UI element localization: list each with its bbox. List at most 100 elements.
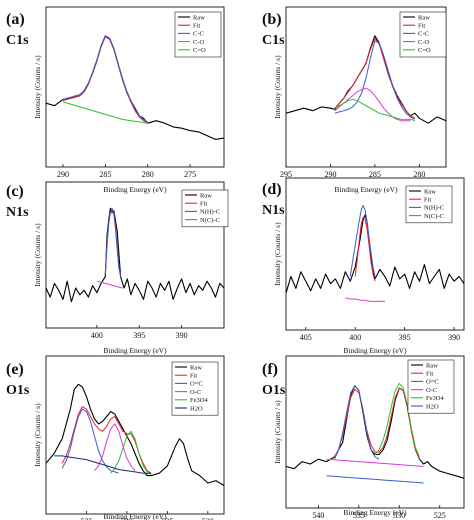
x-tick-label: 390: [176, 331, 188, 340]
x-axis-label: Binding Energy (eV): [343, 346, 407, 355]
series-line-fe3o4: [374, 382, 420, 458]
legend-entry: H2O: [190, 405, 203, 412]
x-tick-label: 525: [434, 511, 446, 520]
x-tick-label: 530: [121, 517, 133, 520]
series-line-c-c: [334, 40, 416, 120]
series-line-c-o: [62, 101, 148, 124]
legend-entry: C=O: [418, 47, 431, 54]
core-level-label: O1s: [6, 383, 30, 398]
x-tick-label: 295: [280, 170, 292, 179]
panel-d: 405 400 395 390 Binding Energy (eV) Intensity…: [262, 177, 465, 355]
x-axis-label: Binding Energy (eV): [343, 508, 407, 517]
plot-frame: [285, 177, 465, 331]
x-axis-label: Binding Energy (eV): [103, 185, 167, 194]
core-level-label: N1s: [262, 203, 285, 218]
series-line-n-h-c: [104, 207, 122, 277]
legend-entry: O=C: [190, 381, 203, 388]
legend-entry: Raw: [426, 362, 438, 369]
series-line-o-c: [61, 408, 119, 474]
x-tick-label: 535: [80, 517, 92, 520]
x-axis-label: Binding Energy (eV): [103, 512, 167, 520]
panel-label: (d): [262, 181, 282, 198]
y-axis-label: Intensity (Counts / s): [33, 403, 42, 467]
panel-label: (f): [262, 361, 278, 378]
legend-entry: C=O: [193, 47, 206, 54]
x-tick-label: 285: [99, 170, 111, 179]
panel-a: 290 285 280 275 Binding Energy (eV) Intensity…: [6, 6, 225, 194]
legend-entry: Fit: [426, 371, 433, 378]
series-line-n-h-c: [349, 204, 376, 277]
legend-entry: O-C: [190, 389, 201, 396]
series-line-fit: [334, 37, 416, 119]
x-axis-label: Binding Energy (eV): [334, 185, 398, 194]
legend-entry: O=C: [426, 379, 439, 386]
legend-box: [181, 189, 229, 228]
legend-entry: C-O: [193, 39, 205, 46]
legend-entry: Fit: [200, 201, 207, 208]
x-tick-label: 290: [57, 170, 69, 179]
panel-e: 535 530 525 520 Binding Energy (eV) Intensity…: [6, 355, 225, 520]
y-axis-label: Intensity (Counts / s): [273, 55, 282, 119]
series-line-h2o: [326, 475, 424, 484]
plot-frame: [285, 6, 447, 168]
x-tick-label: 395: [399, 333, 411, 342]
legend-entry: C-C: [418, 31, 429, 38]
legend-entry: Raw: [424, 188, 436, 195]
legend-entry: Fit: [424, 197, 431, 204]
x-tick-label: 275: [184, 170, 196, 179]
series-line-n-c-c: [345, 297, 385, 302]
x-tick-label: 395: [133, 331, 145, 340]
legend-box: [171, 361, 219, 416]
legend-entry: N(C)-C: [424, 213, 444, 220]
series-line-raw: [285, 214, 465, 294]
x-tick-label: 400: [349, 333, 361, 342]
y-axis-label: Intensity (Counts / s): [33, 223, 42, 287]
legend-entry: Fit: [190, 373, 197, 380]
panel-label: (b): [262, 11, 282, 28]
panel-c: 400 395 390 Binding Energy (eV) Intensity (C…: [6, 181, 229, 355]
y-axis-label: Intensity (Counts / s): [33, 55, 42, 119]
legend-entry: H2O: [426, 403, 439, 410]
core-level-label: O1s: [262, 383, 286, 398]
x-tick-label: 520: [202, 517, 214, 520]
series-line-n-c-c: [96, 280, 123, 289]
legend-entry: Raw: [418, 14, 430, 21]
panel-label: (e): [6, 361, 24, 378]
series-line-c-o: [334, 87, 411, 122]
series-line-o-c: [94, 423, 136, 472]
plot-frame: [45, 181, 225, 329]
legend-entry: Fit: [418, 23, 425, 30]
x-tick-label: 285: [369, 170, 381, 179]
x-tick-label: 280: [142, 170, 154, 179]
series-line-fit: [354, 216, 376, 282]
legend-entry: N(H)-C: [424, 205, 444, 212]
series-line-o-c: [326, 458, 424, 467]
legend-box: [407, 359, 455, 414]
panel-label: (a): [6, 11, 25, 28]
series-line-raw: [45, 207, 225, 303]
series-line-h2o: [54, 455, 152, 474]
legend-entry: Raw: [193, 14, 205, 21]
legend-entry: Fit: [193, 23, 200, 30]
legend-entry: Raw: [200, 192, 212, 199]
x-tick-label: 280: [413, 170, 425, 179]
y-axis-label: Intensity (Counts / s): [273, 400, 282, 464]
x-tick-label: 540: [312, 511, 324, 520]
plot-frame: [285, 355, 465, 509]
x-tick-label: 390: [448, 333, 460, 342]
series-line-o-c: [334, 385, 380, 460]
core-level-label: C1s: [6, 33, 29, 48]
x-tick-label: 405: [300, 333, 312, 342]
y-axis-label: Intensity (Counts / s): [273, 222, 282, 286]
legend-entry: N(C)-C: [200, 217, 220, 224]
series-line-fe3o4: [110, 430, 152, 475]
legend-entry: Fe3O4: [190, 397, 208, 404]
core-level-label: C1s: [262, 33, 285, 48]
x-tick-label: 525: [161, 517, 173, 520]
legend-entry: Fe3O4: [426, 395, 444, 402]
legend-box: [405, 185, 453, 224]
legend-entry: O-C: [426, 387, 437, 394]
series-line-c-c: [62, 35, 148, 123]
plot-frame: [45, 355, 225, 515]
